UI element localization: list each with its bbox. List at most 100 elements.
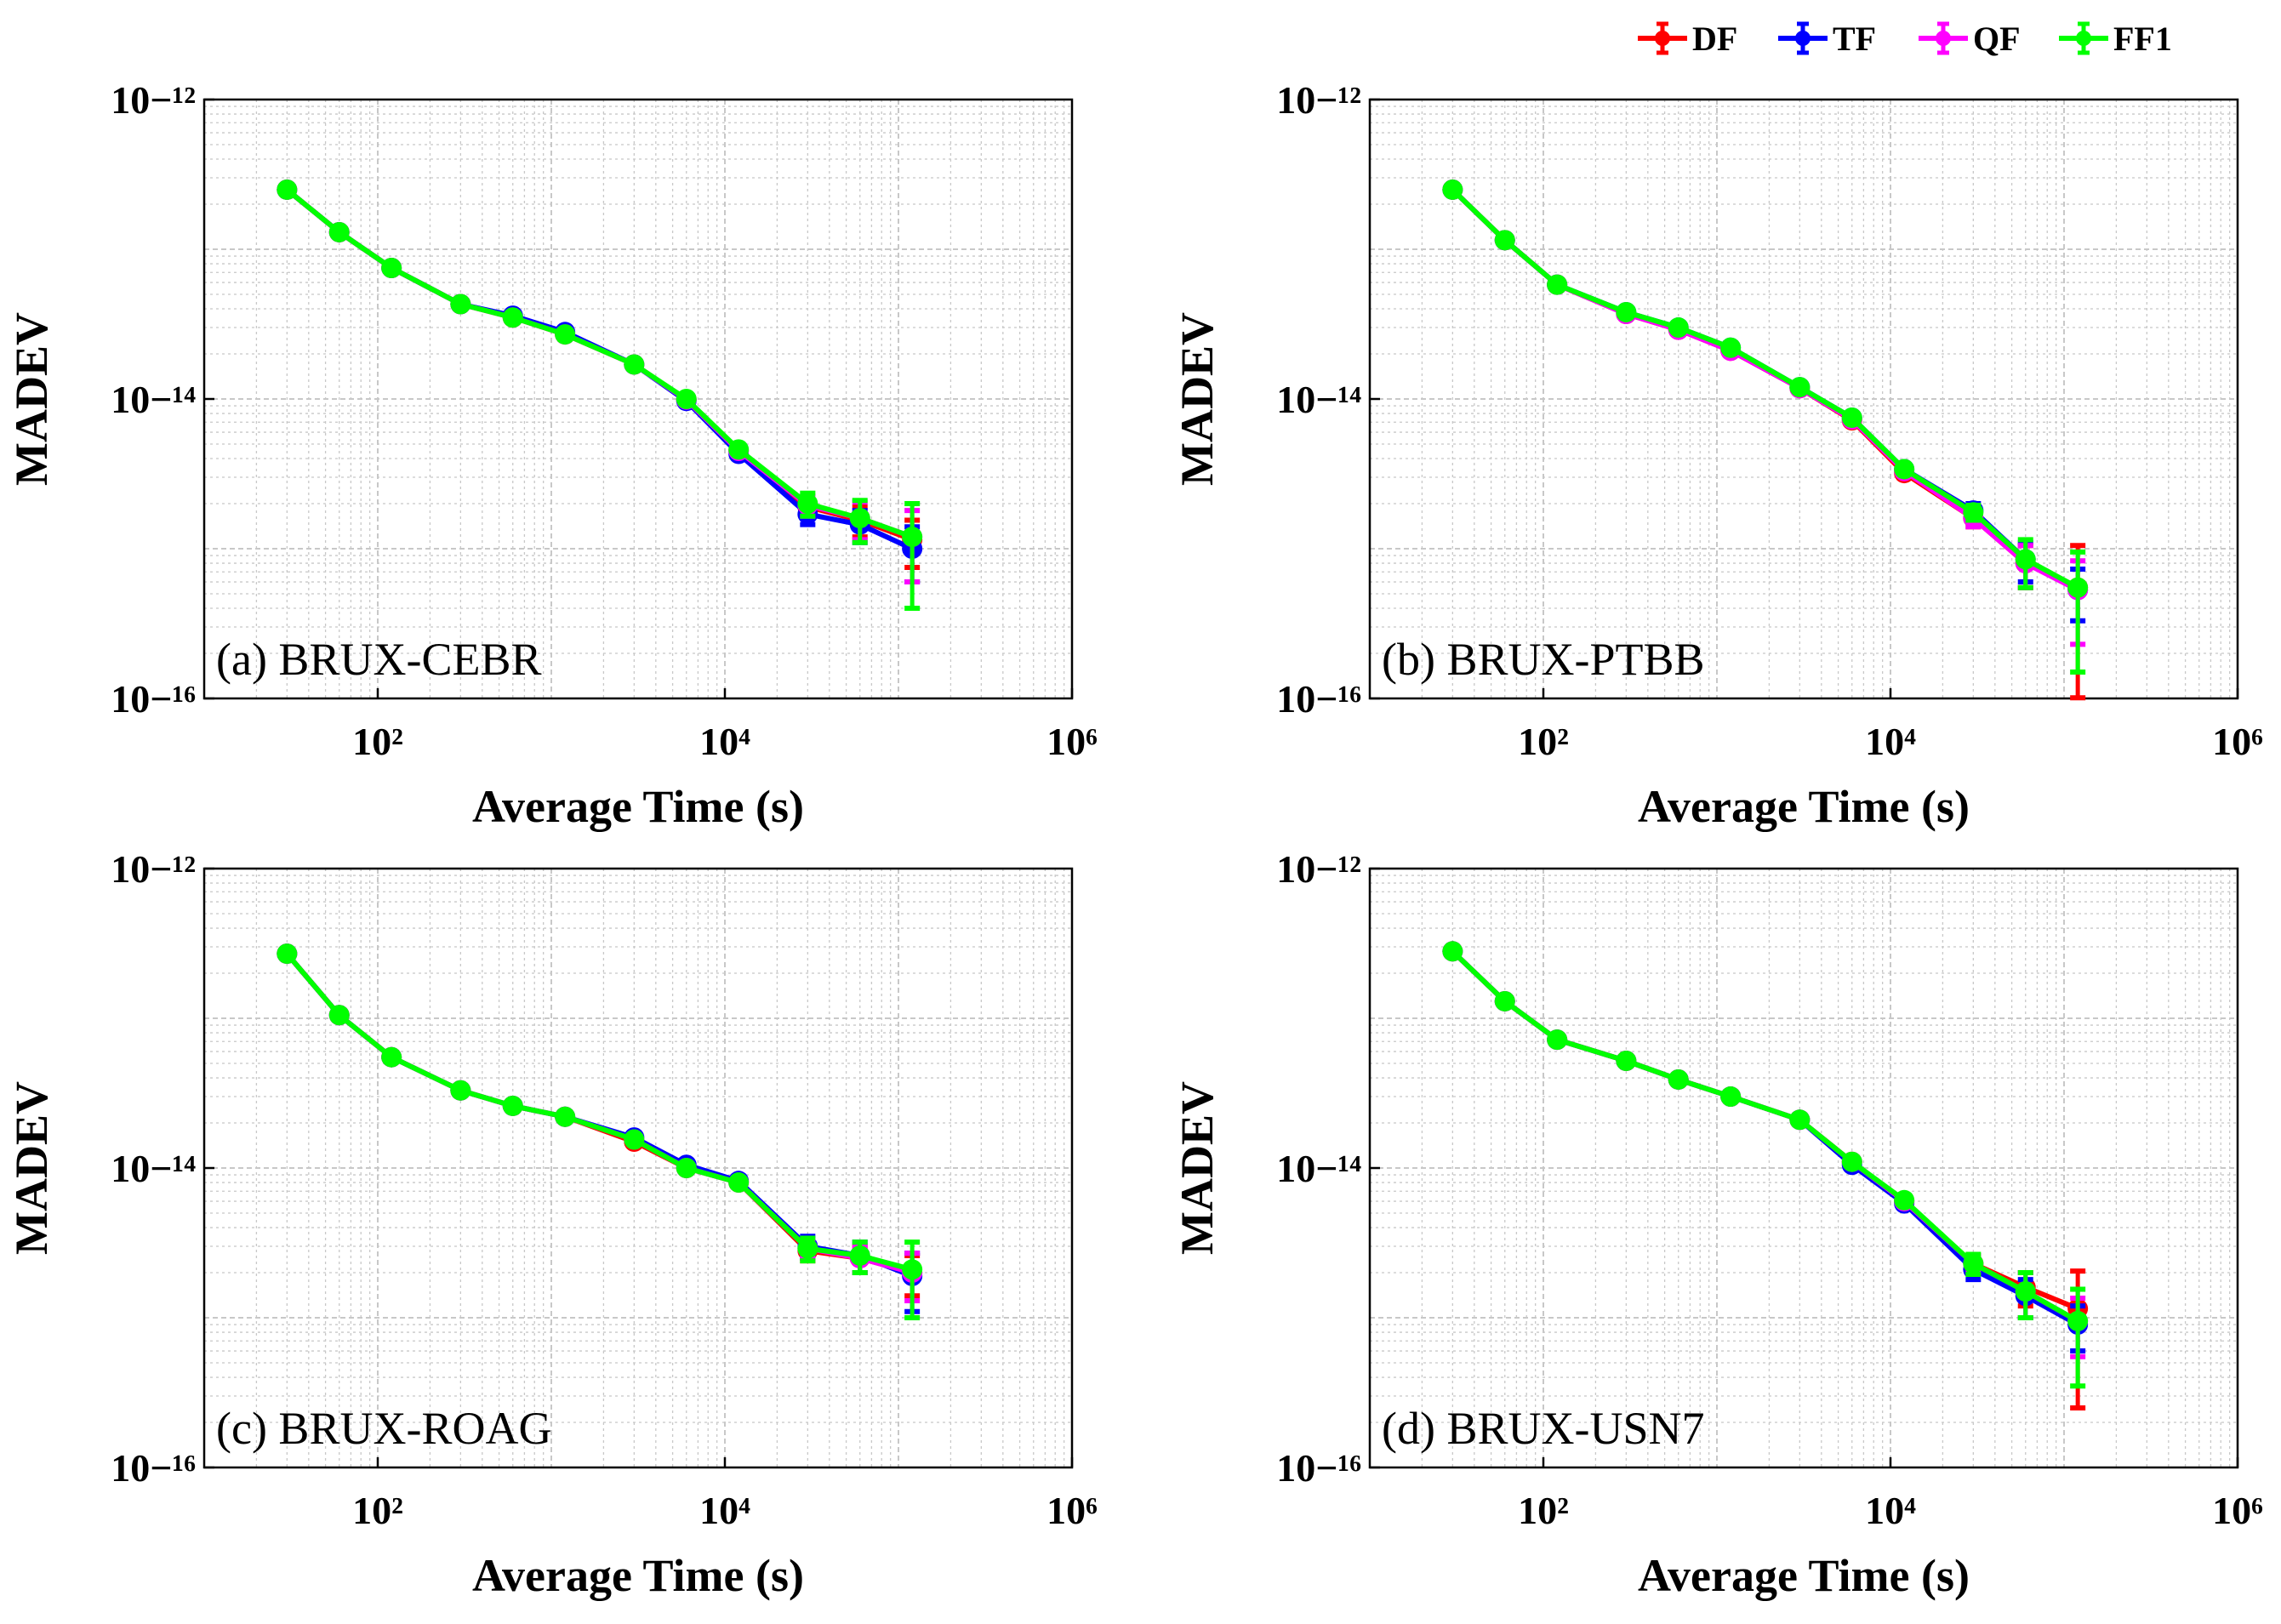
legend-label: TF — [1833, 20, 1876, 58]
y-tick-label: 10−¹⁶ — [111, 1446, 196, 1490]
series-ff1 — [277, 179, 923, 612]
data-point — [1668, 317, 1689, 339]
data-point — [849, 1245, 870, 1266]
y-tick-label: 10−¹⁶ — [1276, 677, 1361, 721]
legend: DF TF QF FF1 — [1638, 20, 2172, 58]
data-point — [1547, 274, 1568, 295]
data-point — [381, 257, 402, 278]
y-tick-label: 10−¹⁴ — [111, 1147, 196, 1190]
grid — [204, 100, 1072, 698]
data-point — [328, 221, 350, 242]
y-tick-label: 10−¹⁴ — [111, 378, 196, 421]
data-point — [624, 1129, 645, 1150]
legend-label: FF1 — [2113, 20, 2172, 58]
y-tick-label: 10−¹⁶ — [1276, 1446, 1361, 1490]
data-point — [555, 324, 576, 345]
data-point — [381, 1046, 402, 1068]
data-point — [728, 1172, 750, 1194]
data-point — [676, 1158, 697, 1178]
data-point — [1841, 1151, 1862, 1172]
legend-label: QF — [1973, 20, 2021, 58]
x-tick-label: 10⁴ — [1865, 720, 1916, 763]
data-point — [502, 1095, 523, 1116]
data-point — [1841, 407, 1862, 428]
data-point — [450, 1080, 471, 1101]
y-tick-label: 10−¹² — [111, 78, 196, 122]
data-point — [1963, 502, 1984, 523]
data-point — [1616, 301, 1637, 322]
data-point — [902, 1259, 923, 1280]
data-point — [2067, 1310, 2089, 1331]
data-point — [1494, 990, 1515, 1011]
x-tick-label: 10⁶ — [2212, 720, 2263, 763]
y-axis-label: MADEV — [6, 1081, 57, 1255]
series-ff1 — [1442, 179, 2089, 675]
series-group — [1442, 941, 2089, 1410]
x-tick-label: 10² — [352, 720, 403, 763]
grid — [204, 869, 1072, 1467]
y-axis-label: MADEV — [1172, 312, 1223, 486]
y-tick-label: 10−¹⁴ — [1276, 1147, 1361, 1190]
panel-c: 10² 10⁴ 10⁶ 10−¹⁶ 10−¹⁴ 10−¹² Average Time (s)… — [6, 847, 1098, 1601]
data-point — [1720, 1086, 1742, 1108]
data-point — [1547, 1029, 1568, 1051]
data-point — [1963, 1253, 1984, 1274]
series-line — [1451, 187, 2079, 590]
data-point — [1442, 941, 1463, 962]
panels: 10² 10⁴ 10⁶ 10−¹⁶ 10−¹⁴ 10−¹² Average Time (s)… — [6, 78, 2263, 1601]
legend-item-df: DF — [1638, 20, 1737, 58]
x-tick-label: 10⁶ — [1046, 1489, 1098, 1532]
data-point — [1442, 179, 1463, 200]
legend-item-qf: QF — [1919, 20, 2021, 58]
series-group — [277, 943, 923, 1320]
series-ff1 — [1442, 941, 2089, 1389]
legend-marker — [1655, 31, 1670, 46]
x-tick-label: 10⁶ — [1046, 720, 1098, 763]
data-point — [2015, 1281, 2036, 1302]
x-tick-label: 10⁶ — [2212, 1489, 2263, 1532]
y-tick-label: 10−¹² — [1276, 847, 1361, 891]
x-axis-label: Average Time (s) — [472, 1550, 804, 1601]
data-point — [1789, 377, 1811, 398]
data-point — [1668, 1068, 1689, 1090]
panel-a: 10² 10⁴ 10⁶ 10−¹⁶ 10−¹⁴ 10−¹² Average Time (s)… — [6, 78, 1098, 832]
data-point — [728, 439, 750, 460]
panel-label: (c) BRUX-ROAG — [216, 1403, 551, 1454]
data-point — [2015, 549, 2036, 570]
data-point — [502, 307, 523, 328]
panel-d: 10² 10⁴ 10⁶ 10−¹⁶ 10−¹⁴ 10−¹² Average Time (s)… — [1172, 847, 2263, 1601]
data-point — [328, 1005, 350, 1026]
series-ff1 — [277, 943, 923, 1320]
data-point — [277, 179, 298, 200]
data-point — [849, 508, 870, 529]
panel-label: (d) BRUX-USN7 — [1382, 1403, 1705, 1454]
panel-b: 10² 10⁴ 10⁶ 10−¹⁶ 10−¹⁴ 10−¹² Average Time (s)… — [1172, 78, 2263, 832]
data-point — [797, 493, 818, 515]
panel-label: (b) BRUX-PTBB — [1382, 634, 1705, 685]
data-point — [1616, 1050, 1637, 1071]
data-point — [2067, 577, 2089, 598]
grid — [1370, 869, 2238, 1467]
data-point — [676, 389, 697, 409]
y-axis-label: MADEV — [1172, 1081, 1223, 1255]
data-point — [624, 354, 645, 375]
x-axis-label: Average Time (s) — [1638, 1550, 1970, 1601]
data-point — [277, 943, 298, 965]
legend-marker — [1936, 31, 1951, 46]
x-axis-label: Average Time (s) — [1638, 781, 1970, 832]
legend-marker — [2076, 31, 2091, 46]
legend-item-tf: TF — [1778, 20, 1876, 58]
panel-label: (a) BRUX-CEBR — [216, 634, 541, 685]
x-tick-label: 10² — [352, 1489, 403, 1532]
legend-marker — [1795, 31, 1811, 46]
y-tick-label: 10−¹² — [111, 847, 196, 891]
data-point — [1720, 337, 1742, 358]
y-tick-label: 10−¹⁶ — [111, 677, 196, 721]
x-tick-label: 10² — [1518, 1489, 1569, 1532]
x-tick-label: 10⁴ — [699, 1489, 750, 1532]
y-axis-label: MADEV — [6, 312, 57, 486]
data-point — [555, 1106, 576, 1127]
series-group — [277, 179, 923, 612]
x-axis-label: Average Time (s) — [472, 781, 804, 832]
